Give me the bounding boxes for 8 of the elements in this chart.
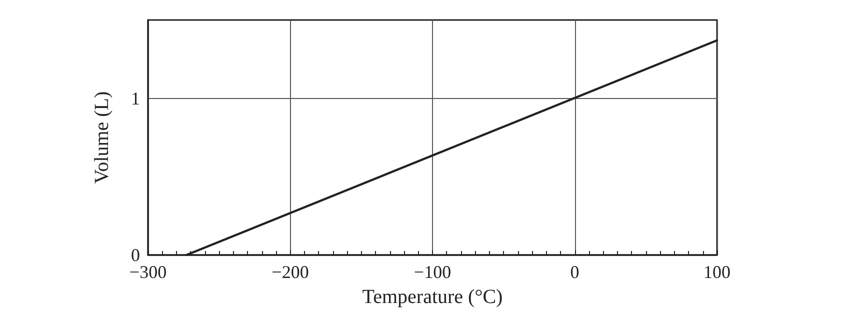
y-tick-label: 1 [131, 88, 140, 108]
x-tick-label: 100 [704, 262, 730, 282]
y-axis-title: Volume (L) [91, 91, 113, 184]
x-tick-label: −200 [272, 262, 309, 282]
x-axis-title: Temperature (°C) [362, 286, 503, 308]
x-tick-label: 0 [570, 262, 580, 282]
x-tick-label: −100 [414, 262, 452, 282]
x-tick-label: −300 [129, 262, 167, 282]
